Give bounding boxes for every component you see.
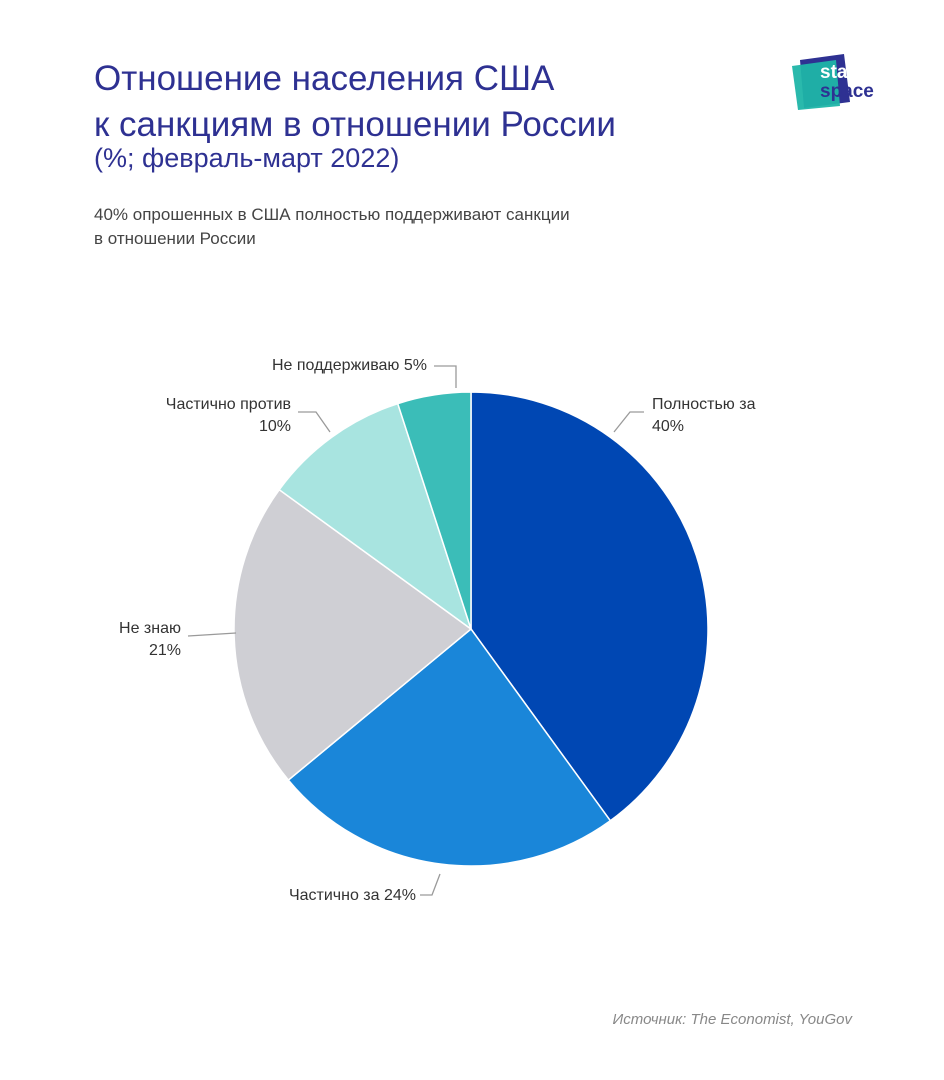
slice-value-full-for: 40% [652,418,684,435]
slice-value-dont-know: 21% [149,642,181,659]
pie-slice-partly-for [287,627,612,867]
pie-slice-not-support [396,391,472,630]
pie-slice-dont-know [233,488,473,782]
leader-line-full-for [613,411,644,433]
chart-description: 40% опрошенных в США полностью поддержив… [94,203,754,251]
description-line-2: в отношении России [94,229,256,248]
source-note: Источник: The Economist, YouGov [612,1011,852,1028]
title-line-1: Отношение населения США [94,59,555,98]
label-leader-lines [187,365,644,896]
logo-text-stat: stat [820,62,854,83]
slice-label-dont-know: Не знаю [119,620,181,637]
pie-slice-full-for [470,391,709,822]
pie-slices [233,391,709,867]
leader-line-partly-for [420,873,441,896]
leader-line-not-support [434,365,457,388]
slice-labels: Полностью за 40% Частично за 24% Не знаю 21%… [119,357,756,904]
logo-front-shape [792,60,840,110]
slice-label-partly-against: Частично против [166,396,291,413]
slice-label-partly-for: Частично за 24% [289,887,416,904]
slice-label-not-support: Не поддерживаю 5% [272,357,427,374]
title-line-2: к санкциям в отношении России [94,105,616,144]
chart-subtitle: (%; февраль-март 2022) [94,143,400,173]
slice-value-partly-against: 10% [259,418,291,435]
slice-label-full-for: Полностью за [652,396,756,413]
leader-line-dont-know [187,632,237,637]
chart-title: Отношение населения США к санкциям в отн… [94,56,734,148]
leader-line-partly-against [298,411,331,433]
logo-text-space: space [820,81,874,102]
statspace-logo: stat space [792,54,874,110]
pie-slice-partly-against [278,402,473,631]
description-line-1: 40% опрошенных в США полностью поддержив… [94,205,570,224]
